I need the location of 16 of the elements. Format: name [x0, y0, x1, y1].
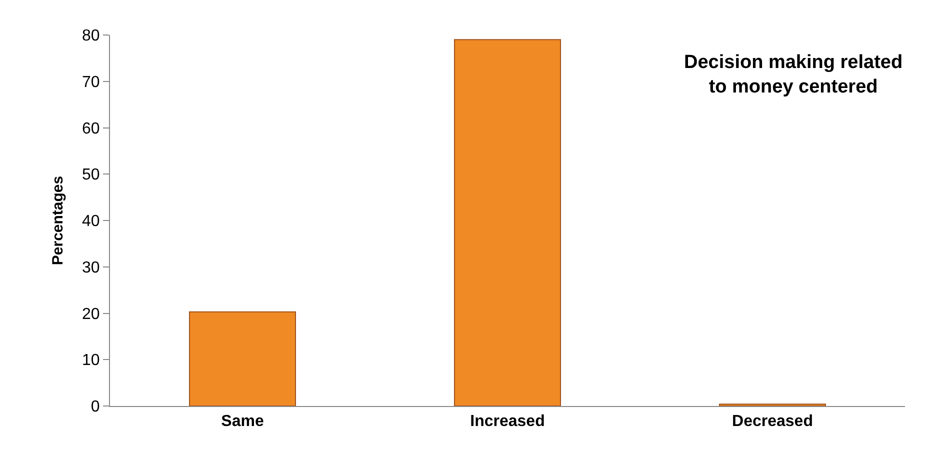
y-tick-label: 70	[82, 74, 100, 91]
text: Decision making related to money centered	[684, 52, 903, 98]
x-tick-label: Increased	[470, 413, 545, 430]
y-tick-label: 40	[82, 213, 100, 230]
y-axis-title: Percentages	[49, 176, 66, 266]
bar	[189, 311, 296, 406]
x-tick-label: Same	[221, 413, 264, 430]
bar	[454, 39, 561, 406]
y-tick-label: 60	[82, 120, 100, 138]
y-tick-label: 20	[82, 306, 100, 323]
y-tick-label: 30	[82, 259, 100, 276]
x-tick-label: Decreased	[732, 413, 813, 430]
y-tick-label: 80	[82, 28, 100, 45]
y-tick-label: 50	[82, 166, 100, 184]
y-tick-label: 0	[90, 398, 100, 416]
y-tick-label: 10	[82, 352, 100, 370]
